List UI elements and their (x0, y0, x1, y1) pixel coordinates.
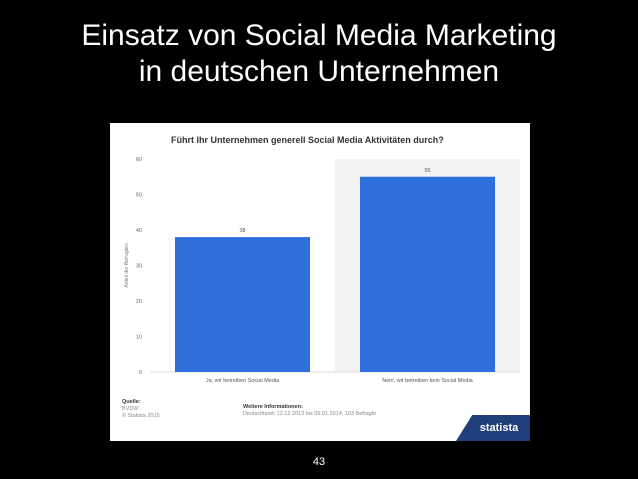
info-line: Deutschland; 12.12.2013 bis 09.01.2014; … (243, 411, 377, 417)
bar (174, 237, 311, 372)
data-label: 38 (239, 228, 245, 234)
source-block: Quelle: BVDW © Statista 2015 (122, 399, 160, 420)
statista-logo-text: statista (479, 422, 519, 434)
slide-title-line-1: Einsatz von Social Media Marketing (81, 19, 557, 52)
y-axis-label: Anteil der Befragten (124, 243, 130, 287)
y-tick-label: 0 (139, 370, 142, 376)
info-heading: Weitere Informationen: (243, 404, 303, 410)
chart-panel: 0 10 20 30 40 50 60 Anteil der Befragten 38 Ja, w… (110, 123, 530, 441)
y-tick-label: 10 (136, 335, 142, 341)
copyright-line: © Statista 2015 (122, 413, 160, 419)
bar-chart: 0 10 20 30 40 50 60 Anteil der Befragten 38 Ja, w… (124, 157, 520, 384)
chart-title: Führt Ihr Unternehmen generell Social Me… (171, 135, 444, 145)
y-tick-label: 60 (136, 157, 142, 163)
y-tick-label: 20 (136, 299, 142, 305)
source-heading: Quelle: (122, 399, 141, 405)
info-block: Weitere Informationen: Deutschland; 12.1… (243, 404, 376, 418)
data-label: 55 (424, 168, 430, 174)
y-tick-label: 50 (136, 193, 142, 199)
slide-title: Einsatz von Social Media Marketing in de… (0, 18, 638, 90)
source-line: BVDW (122, 406, 139, 412)
x-tick-label: Nein, wir betreiben kein Social Media (382, 378, 473, 384)
page-number: 43 (312, 456, 326, 468)
slide-title-line-2: in deutschen Unternehmen (138, 55, 500, 88)
y-tick-label: 30 (136, 264, 142, 270)
y-tick-label: 40 (136, 228, 142, 234)
statista-logo[interactable]: statista (456, 415, 530, 441)
bar (359, 176, 496, 372)
x-tick-label: Ja, wir betreiben Social Media (206, 378, 280, 384)
